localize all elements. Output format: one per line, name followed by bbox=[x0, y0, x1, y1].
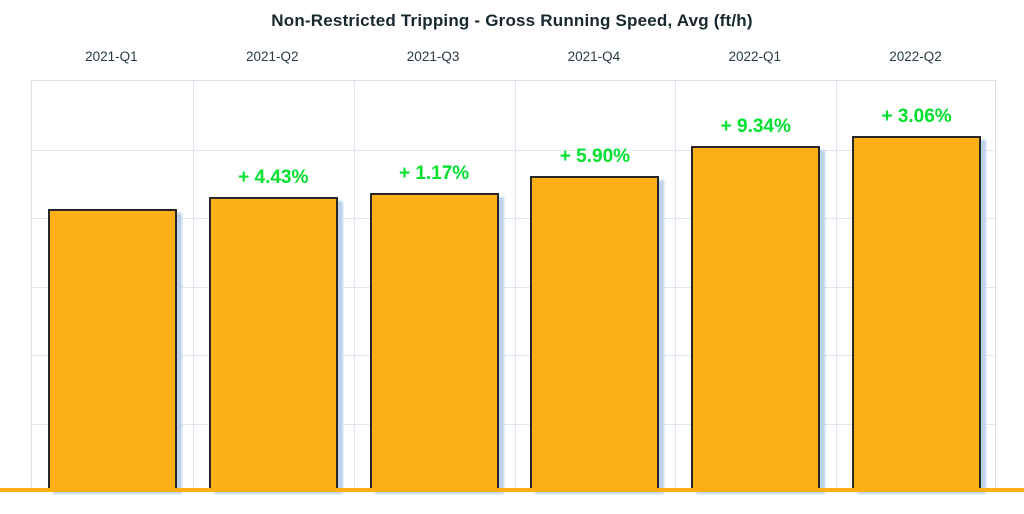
category-label-2021-q2: 2021-Q2 bbox=[245, 49, 299, 64]
pct-change-label-2021-q4: + 5.90% bbox=[559, 146, 631, 167]
bar-2022-q1 bbox=[691, 146, 820, 490]
h-gridline bbox=[32, 355, 995, 356]
v-gridline bbox=[354, 81, 355, 490]
bar-2021-q2 bbox=[209, 197, 338, 490]
pct-change-label-2022-q1: + 9.34% bbox=[720, 116, 791, 137]
pct-change-label-2021-q2: + 4.43% bbox=[238, 167, 309, 188]
category-label-2021-q3: 2021-Q3 bbox=[406, 49, 460, 64]
bar-2021-q1 bbox=[48, 209, 177, 490]
category-label-2022-q1: 2022-Q1 bbox=[728, 49, 781, 64]
v-gridline bbox=[193, 81, 194, 490]
category-label-2021-q1: 2021-Q1 bbox=[85, 49, 138, 64]
v-gridline bbox=[836, 81, 837, 490]
pct-change-label-2021-q3: + 1.17% bbox=[398, 163, 470, 184]
baseline-accent bbox=[0, 488, 1024, 492]
h-gridline bbox=[32, 150, 995, 151]
category-label-2022-q2: 2022-Q2 bbox=[889, 49, 942, 64]
plot-area: + 4.43% + 1.17% + 5.90% + 9.34% + 3.06% bbox=[31, 80, 996, 491]
category-label-2021-q4: 2021-Q4 bbox=[567, 49, 621, 64]
category-labels-row: 2021-Q1 2021-Q2 2021-Q3 2021-Q4 2022-Q1 2022-… bbox=[31, 49, 996, 64]
chart-title: Non-Restricted Tripping - Gross Running … bbox=[271, 11, 753, 30]
pct-change-label-2022-q2: + 3.06% bbox=[881, 106, 952, 127]
v-gridline bbox=[675, 81, 676, 490]
v-gridline bbox=[515, 81, 516, 490]
bar-2021-q3 bbox=[370, 193, 499, 490]
h-gridline bbox=[32, 287, 995, 288]
bar-2022-q2 bbox=[852, 136, 981, 490]
h-gridline bbox=[32, 218, 995, 219]
h-gridline bbox=[32, 424, 995, 425]
bar-2021-q4 bbox=[530, 176, 659, 490]
